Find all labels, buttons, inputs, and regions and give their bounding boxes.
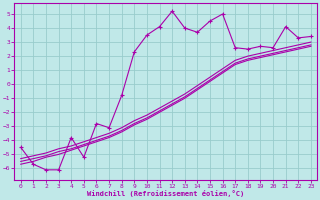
- X-axis label: Windchill (Refroidissement éolien,°C): Windchill (Refroidissement éolien,°C): [87, 190, 244, 197]
